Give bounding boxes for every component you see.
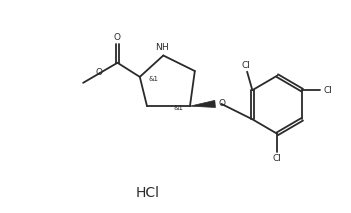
Polygon shape: [190, 100, 216, 108]
Text: Cl: Cl: [242, 61, 251, 70]
Text: O: O: [219, 99, 226, 108]
Text: &1: &1: [174, 105, 184, 111]
Text: N: N: [155, 43, 162, 52]
Text: Cl: Cl: [323, 86, 332, 95]
Text: H: H: [161, 43, 168, 52]
Text: O: O: [96, 68, 103, 77]
Text: &1: &1: [148, 76, 158, 82]
Text: O: O: [114, 33, 121, 42]
Text: Cl: Cl: [273, 154, 282, 163]
Text: HCl: HCl: [135, 186, 159, 200]
